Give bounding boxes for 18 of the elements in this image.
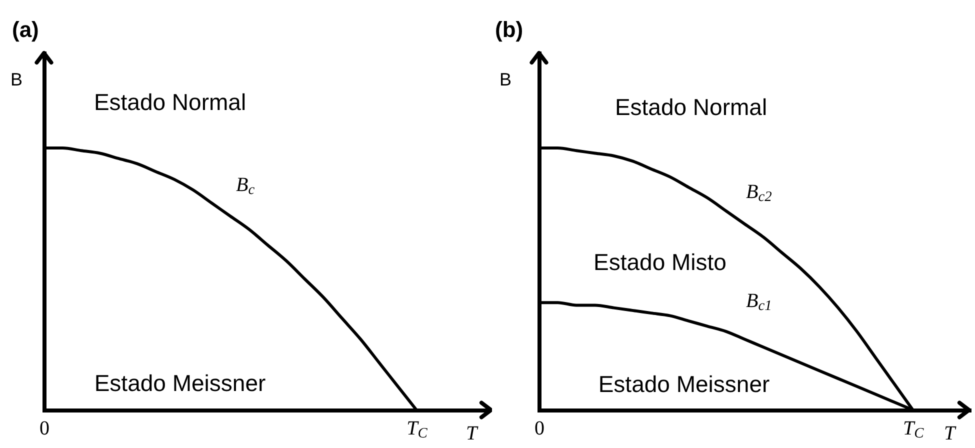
x-tick-label: T$_{C}$	[903, 418, 924, 442]
annotation: Estado Misto	[594, 249, 726, 275]
text: Estado Normal	[94, 89, 246, 115]
y-axis-title: B	[499, 70, 512, 90]
y-axis-title: B	[10, 70, 23, 90]
x-axis-title: T	[944, 422, 957, 444]
x-tick-label: T$_{C}$	[406, 418, 428, 442]
text: Estado Normal	[614, 94, 768, 120]
x-axis-title: T	[466, 422, 479, 444]
series-label: B$_{c2}$	[746, 181, 772, 206]
series-label: B$_{c1}$	[746, 290, 772, 314]
chart-title: (b)	[495, 17, 524, 42]
chart-title: (a)	[12, 17, 39, 42]
annotation: Estado Meissner	[598, 371, 770, 397]
annotation: Estado Meissner	[94, 370, 266, 396]
series-label: B$_{c}$	[236, 174, 256, 198]
x-tick-label: 0	[534, 418, 544, 440]
x-tick-label: 0	[40, 418, 50, 440]
